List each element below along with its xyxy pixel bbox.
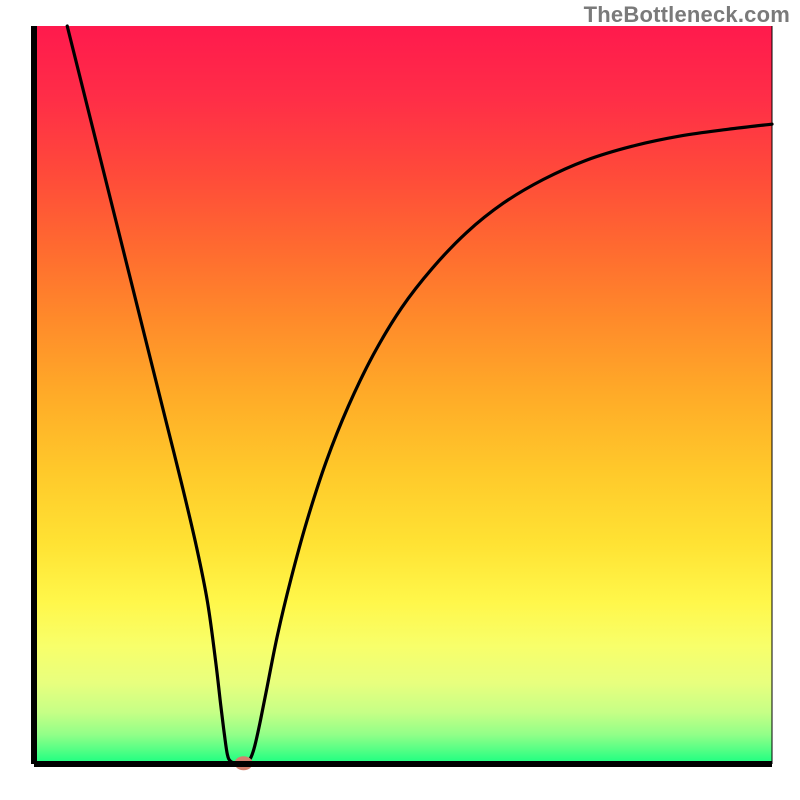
chart-svg [0, 0, 800, 800]
watermark-text: TheBottleneck.com [584, 2, 790, 28]
bottleneck-chart: TheBottleneck.com [0, 0, 800, 800]
gradient-background [34, 26, 772, 764]
